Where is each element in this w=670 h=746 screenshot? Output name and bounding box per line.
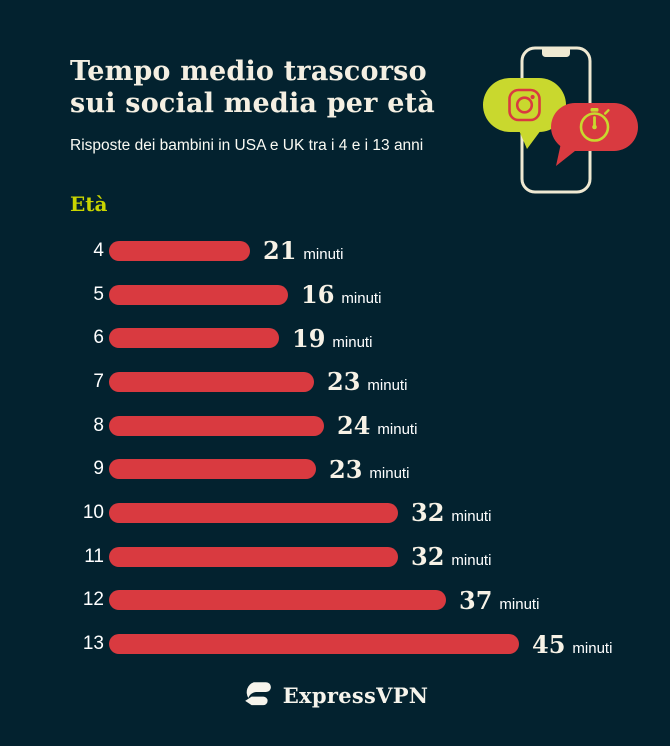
bar [109,415,324,436]
value-number: 16 [301,280,335,310]
bar-row: 10 32 minuti [0,491,670,535]
bar [109,371,314,392]
subtitle: Risposte dei bambini in USA e UK tra i 4… [70,137,424,154]
page-title: Tempo medio trascorso sui social media pe… [70,56,490,120]
bar-chart: 4 21 minuti 5 16 minuti 6 19 minuti 7 23 minuti 8 24 m… [0,229,670,666]
expressvpn-logo-icon [244,682,271,706]
value-label: 45 minuti [532,630,612,659]
bar-row: 8 24 minuti [0,404,670,448]
phone-illustration [483,46,638,194]
value-label: 32 minuti [411,542,491,571]
value-label: 23 minuti [327,367,407,396]
value-label: 37 minuti [459,586,539,615]
age-label: 8 [93,414,104,436]
brand-name: ExpressVPN [282,682,429,708]
value-number: 23 [329,454,363,484]
bar [109,328,279,349]
instagram-bubble [483,78,566,149]
value-number: 21 [263,236,297,266]
bar [109,459,316,480]
age-label: 12 [82,589,104,611]
value-unit: minuti [451,552,492,570]
value-unit: minuti [377,421,418,439]
value-label: 16 minuti [301,280,381,309]
value-label: 24 minuti [337,411,417,440]
value-unit: minuti [341,290,382,308]
age-label: 13 [82,633,104,655]
age-label: 7 [93,370,104,392]
value-unit: minuti [451,508,492,526]
bar-row: 7 23 minuti [0,360,670,404]
bar-row: 11 32 minuti [0,535,670,579]
value-unit: minuti [332,333,373,351]
instagram-icon [508,88,541,122]
bar-row: 4 21 minuti [0,229,670,273]
value-label: 32 minuti [411,498,491,527]
title-line-1: Tempo medio trascorso [70,56,427,87]
value-unit: minuti [367,377,408,395]
value-label: 19 minuti [292,324,372,353]
bar [109,634,519,655]
value-number: 24 [337,411,371,441]
bar-row: 6 19 minuti [0,316,670,360]
value-unit: minuti [369,464,410,482]
age-label: 9 [93,458,104,480]
age-label: 6 [93,327,104,349]
timer-bubble [551,103,638,166]
bar [109,502,398,523]
bar [109,240,250,261]
bar-row: 12 37 minuti [0,579,670,623]
bar-row: 9 23 minuti [0,447,670,491]
value-label: 21 minuti [263,236,343,265]
value-label: 23 minuti [329,455,409,484]
age-label: 5 [93,283,104,305]
brand-footer: ExpressVPN [0,679,670,711]
title-line-2: sui social media per età [70,88,435,119]
value-unit: minuti [572,639,613,657]
value-number: 23 [327,367,361,397]
value-unit: minuti [499,595,540,613]
bar-row: 13 45 minuti [0,622,670,666]
bar [109,590,446,611]
age-label: 4 [93,239,104,261]
bar-row: 5 16 minuti [0,273,670,317]
bar [109,284,288,305]
value-number: 37 [459,585,493,615]
bar [109,546,398,567]
value-number: 32 [411,498,445,528]
value-number: 45 [532,629,566,659]
value-number: 32 [411,542,445,572]
value-unit: minuti [303,246,344,264]
axis-label-eta: Età [70,192,108,216]
value-number: 19 [292,323,326,353]
age-label: 10 [82,501,104,523]
stopwatch-icon [579,108,610,142]
age-label: 11 [84,545,104,567]
